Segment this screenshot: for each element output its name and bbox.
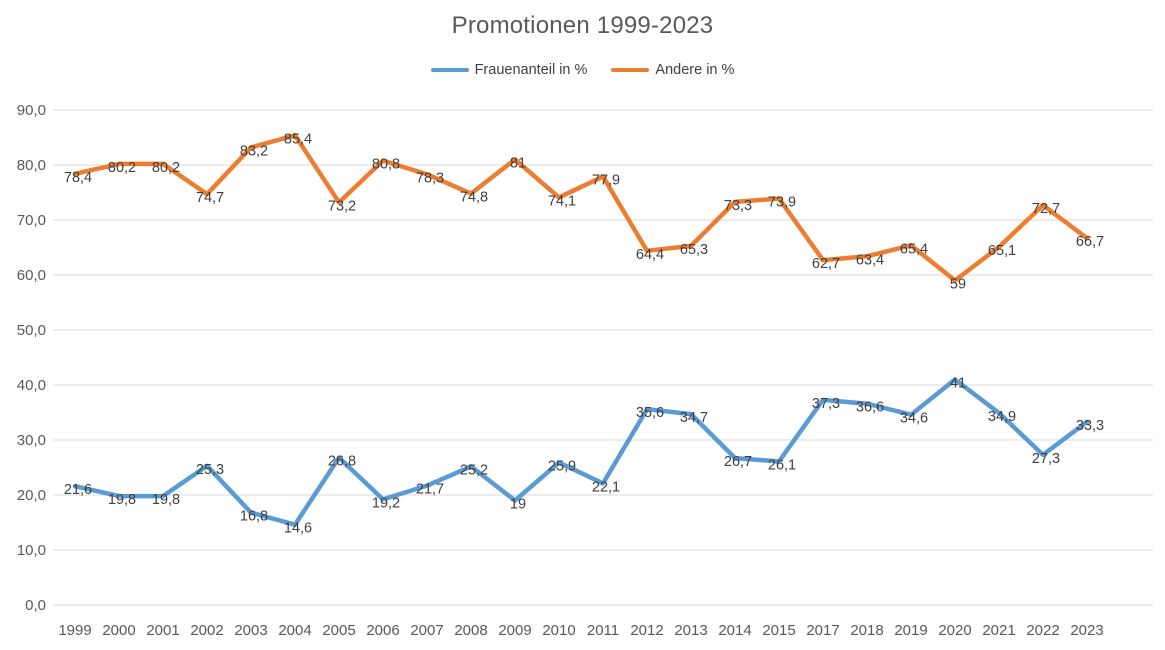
data-label-frauenanteil: 41	[950, 376, 966, 392]
x-axis-tick-label: 2023	[1070, 622, 1103, 639]
y-axis-tick-label: 70,0	[17, 212, 46, 229]
data-label-frauenanteil: 19,8	[108, 492, 136, 508]
data-label-frauenanteil: 19,2	[372, 495, 400, 511]
x-axis-tick-label: 2001	[146, 622, 179, 639]
data-label-andere: 77,9	[592, 173, 620, 189]
data-label-frauenanteil: 19	[510, 497, 526, 513]
data-label-andere: 83,2	[240, 143, 268, 159]
x-axis-tick-label: 1999	[58, 622, 91, 639]
data-label-andere: 73,9	[768, 195, 796, 211]
series-line-frauenanteil	[72, 377, 1090, 527]
x-axis-tick-label: 2002	[190, 622, 223, 639]
data-label-andere: 73,3	[724, 198, 752, 214]
legend-item-frauenanteil: Frauenanteil in %	[430, 62, 588, 78]
x-axis-tick-label: 2007	[410, 622, 443, 639]
x-axis-tick-label: 2013	[674, 622, 707, 639]
data-label-frauenanteil: 14,6	[284, 521, 312, 537]
x-axis-tick-label: 2019	[894, 622, 927, 639]
x-axis-tick-label: 2021	[982, 622, 1015, 639]
data-label-andere: 72,7	[1032, 201, 1060, 217]
x-axis-tick-label: 2017	[806, 622, 839, 639]
data-label-andere: 74,7	[196, 190, 224, 206]
x-axis-tick-label: 2018	[850, 622, 883, 639]
data-label-andere: 74,8	[460, 190, 488, 206]
y-axis-tick-label: 60,0	[17, 267, 46, 284]
x-axis-tick-label: 2020	[938, 622, 971, 639]
data-label-frauenanteil: 25,3	[196, 462, 224, 478]
legend-label-andere: Andere in %	[655, 62, 735, 78]
data-label-andere: 64,4	[636, 247, 664, 263]
data-label-andere: 65,1	[988, 243, 1016, 259]
x-axis-tick-label: 2005	[322, 622, 355, 639]
data-label-frauenanteil: 33,3	[1076, 418, 1104, 434]
andere-line-swatch-icon	[611, 67, 650, 73]
x-axis-tick-label: 2000	[102, 622, 135, 639]
data-label-frauenanteil: 26,1	[768, 457, 796, 473]
chart-title: Promotionen 1999-2023	[451, 12, 714, 39]
data-label-andere: 63,4	[856, 252, 884, 268]
data-label-andere: 74,1	[548, 193, 576, 209]
y-axis-tick-label: 20,0	[17, 487, 46, 504]
x-axis-tick-label: 2012	[630, 622, 663, 639]
data-label-frauenanteil: 19,8	[152, 492, 180, 508]
data-label-frauenanteil: 37,3	[812, 396, 840, 412]
data-label-frauenanteil: 34,9	[988, 409, 1016, 425]
data-label-frauenanteil: 36,6	[856, 400, 884, 416]
data-label-frauenanteil: 22,1	[592, 479, 620, 495]
data-label-andere: 80,8	[372, 157, 400, 173]
y-axis-tick-label: 40,0	[17, 377, 46, 394]
x-axis-tick-label: 2009	[498, 622, 531, 639]
data-label-frauenanteil: 35,6	[636, 405, 664, 421]
data-label-andere: 65,3	[680, 242, 708, 258]
data-label-andere: 80,2	[152, 160, 180, 176]
x-axis-tick-label: 2015	[762, 622, 795, 639]
y-axis-tick-label: 80,0	[17, 157, 46, 174]
data-label-andere: 73,2	[328, 198, 356, 214]
data-label-frauenanteil: 27,3	[1032, 451, 1060, 467]
y-axis-tick-label: 50,0	[17, 322, 46, 339]
x-axis-tick-label: 2022	[1026, 622, 1059, 639]
data-label-andere: 78,3	[416, 170, 444, 186]
legend-label-frauenanteil: Frauenanteil in %	[474, 62, 588, 78]
y-axis-tick-label: 30,0	[17, 432, 46, 449]
data-label-andere: 59	[950, 277, 966, 293]
x-axis-tick-label: 2004	[278, 622, 311, 639]
x-axis-tick-label: 2011	[587, 622, 619, 639]
data-label-frauenanteil: 34,6	[900, 411, 928, 427]
data-label-andere: 62,7	[812, 256, 840, 272]
y-axis-tick-label: 90,0	[17, 102, 46, 119]
x-axis-tick-label: 2010	[542, 622, 575, 639]
data-label-frauenanteil: 26,8	[328, 454, 356, 470]
data-label-andere: 80,2	[108, 160, 136, 176]
data-label-frauenanteil: 26,7	[724, 454, 752, 470]
series-line-andere	[72, 133, 1090, 283]
data-label-frauenanteil: 16,8	[240, 509, 268, 525]
data-label-andere: 65,4	[900, 241, 928, 257]
data-label-andere: 66,7	[1076, 234, 1104, 250]
data-label-frauenanteil: 21,6	[64, 482, 92, 498]
frauenanteil-line-swatch-icon	[430, 67, 469, 73]
legend-item-andere: Andere in %	[611, 62, 734, 78]
chart-legend: Frauenanteil in % Andere in %	[0, 62, 1165, 78]
y-axis-tick-label: 10,0	[17, 542, 46, 559]
data-label-andere: 85,4	[284, 131, 312, 147]
x-axis-tick-label: 2014	[718, 622, 751, 639]
x-axis-tick-label: 2008	[454, 622, 487, 639]
data-label-frauenanteil: 34,7	[680, 410, 708, 426]
x-axis-tick-label: 2006	[366, 622, 399, 639]
data-label-andere: 78,4	[64, 170, 92, 186]
x-axis-tick-label: 2003	[234, 622, 267, 639]
data-label-frauenanteil: 21,7	[416, 482, 444, 498]
data-label-andere: 81	[510, 156, 526, 172]
data-label-frauenanteil: 25,2	[460, 462, 488, 478]
y-axis-tick-label: 0,0	[25, 597, 46, 614]
data-label-frauenanteil: 25,9	[548, 459, 576, 475]
